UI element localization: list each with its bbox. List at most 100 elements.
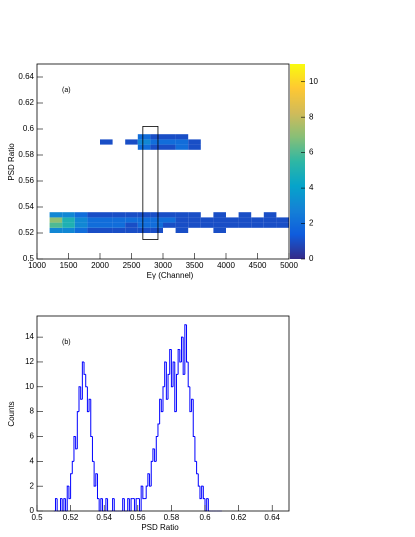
colorbar-tick-label: 10 (309, 77, 318, 86)
heatmap-cell (87, 227, 100, 233)
heatmap-cell (49, 212, 63, 218)
x-tick-label: 2500 (123, 261, 141, 270)
heatmap-cell (276, 212, 289, 217)
histogram-bin (160, 399, 163, 413)
heatmap-cell (201, 134, 214, 139)
histogram-bin (162, 386, 165, 412)
heatmap-cell (163, 228, 176, 233)
colorbar-tick-label: 4 (309, 183, 314, 192)
heatmap-cell (213, 227, 226, 233)
histogram-bin (206, 498, 209, 511)
heatmap-cell (74, 217, 88, 223)
histogram-bin (71, 460, 74, 474)
heatmap-cell (251, 217, 264, 223)
heatmap-cell (226, 134, 239, 139)
heatmap-cell (175, 222, 189, 228)
histogram-bin (78, 386, 81, 412)
histogram-bin (76, 411, 79, 449)
heatmap-cell (100, 145, 113, 150)
histogram-bin (96, 473, 100, 500)
colorbar-tick-label: 8 (309, 112, 314, 121)
heatmap-cell (251, 139, 264, 144)
heatmap-cell (62, 139, 75, 144)
heatmap-cell (188, 134, 201, 139)
heatmap-cell (75, 145, 88, 150)
histogram-bin (180, 336, 184, 362)
histogram-bin (142, 486, 145, 500)
histogram-bin (70, 473, 73, 499)
heatmap-cell (263, 222, 277, 228)
heatmap-cell (239, 145, 252, 150)
y-tick-label: 14 (25, 332, 34, 341)
plot-frame (36, 315, 290, 512)
histogram-bin (90, 399, 93, 437)
heatmap-cell (113, 145, 126, 150)
histogram-bin (81, 361, 85, 400)
histogram-bin (157, 423, 160, 437)
heatmap-cell (251, 228, 264, 233)
colorbar-tick-label: 0 (309, 254, 314, 263)
heatmap-cell (201, 212, 214, 217)
histogram-bin (56, 498, 59, 512)
heatmap-cell (175, 212, 189, 218)
heatmap-cell (276, 134, 289, 139)
heatmap-cell (213, 217, 226, 223)
heatmap-cell (150, 139, 163, 145)
heatmap-cell (201, 145, 214, 150)
heatmap-cell (188, 144, 201, 150)
heatmap-cell (238, 212, 252, 218)
x-tick-label: 0.58 (164, 513, 180, 522)
heatmap-cell (75, 139, 88, 144)
heatmap-cell (87, 134, 100, 139)
histogram-bin (127, 498, 130, 511)
heatmap-cell (263, 212, 277, 218)
x-axis-label: PSD Ratio (141, 523, 179, 532)
histogram-bin (197, 473, 200, 487)
histogram-bin (95, 473, 98, 487)
x-tick-label: 3500 (186, 261, 204, 270)
heatmap-cell (239, 134, 252, 139)
heatmap-cell (239, 139, 252, 144)
heatmap-cell (175, 217, 189, 223)
heatmap-cell (163, 217, 176, 223)
y-tick-label: 4 (30, 456, 35, 465)
histogram-bin (175, 373, 179, 412)
histogram-bin (113, 498, 116, 512)
heatmap-cell (264, 134, 277, 139)
heatmap-cell (213, 212, 226, 218)
heatmap-cell (75, 134, 88, 139)
histogram-bin (194, 436, 197, 462)
heatmap-cell (175, 134, 189, 140)
heatmap-cell (137, 212, 151, 218)
heatmap-cell (251, 222, 264, 228)
x-axis-label: Eγ (Channel) (147, 271, 194, 280)
x-tick-label: 0.64 (264, 513, 280, 522)
histogram-bin (100, 498, 103, 511)
x-tick-label: 0.54 (96, 513, 112, 522)
histogram-bin (164, 361, 167, 387)
heatmap-cell (150, 144, 163, 150)
heatmap-cell (150, 227, 163, 233)
heatmap-cell (112, 227, 126, 233)
y-tick-label: 0.5 (23, 254, 35, 263)
heatmap-cell (87, 212, 100, 218)
heatmap-cell (188, 217, 201, 223)
heatmap-cell (125, 227, 138, 233)
histogram-bin (167, 373, 170, 400)
heatmap-cell (125, 222, 138, 228)
heatmap-cell (74, 212, 88, 218)
histogram-bin (83, 361, 86, 375)
heatmap-cell (137, 144, 151, 150)
histogram-bin (54, 498, 58, 511)
heatmap-cell (175, 139, 189, 145)
histogram-bin (66, 485, 69, 511)
histogram-bin (122, 498, 125, 511)
histogram-bin (140, 485, 143, 511)
histogram-bin (155, 435, 158, 462)
heatmap-cell (264, 145, 277, 150)
heatmap-cell (62, 134, 75, 139)
panel-annotation: (a) (62, 87, 71, 94)
heatmap-cell (264, 139, 277, 144)
heatmap-cell (201, 139, 214, 144)
